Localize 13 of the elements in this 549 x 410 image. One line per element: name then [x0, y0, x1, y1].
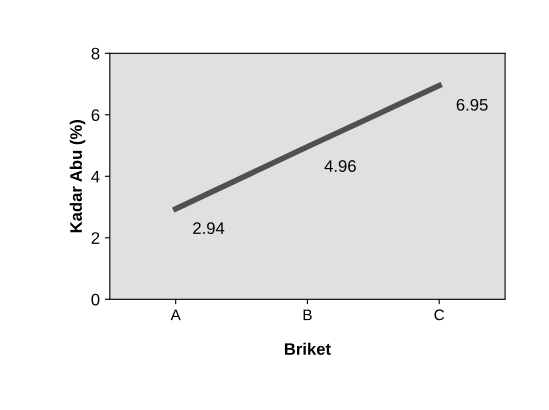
data-label: 2.94	[193, 222, 224, 234]
data-label: 6.95	[456, 98, 488, 111]
data-label: 4.96	[324, 160, 356, 172]
y-tick-label: 2	[92, 232, 100, 244]
y-tick-label: 4	[91, 170, 100, 182]
x-tick-label: B	[304, 310, 312, 320]
y-tick-label: 0	[91, 294, 100, 306]
y-tick-label: 6	[92, 109, 100, 122]
x-tick-label: C	[434, 309, 444, 320]
x-axis-title: Briket	[284, 342, 331, 355]
y-tick-label: 8	[92, 48, 100, 60]
x-tick-label: A	[170, 310, 181, 320]
y-axis-title: Kadar Abu (%)	[70, 120, 86, 232]
